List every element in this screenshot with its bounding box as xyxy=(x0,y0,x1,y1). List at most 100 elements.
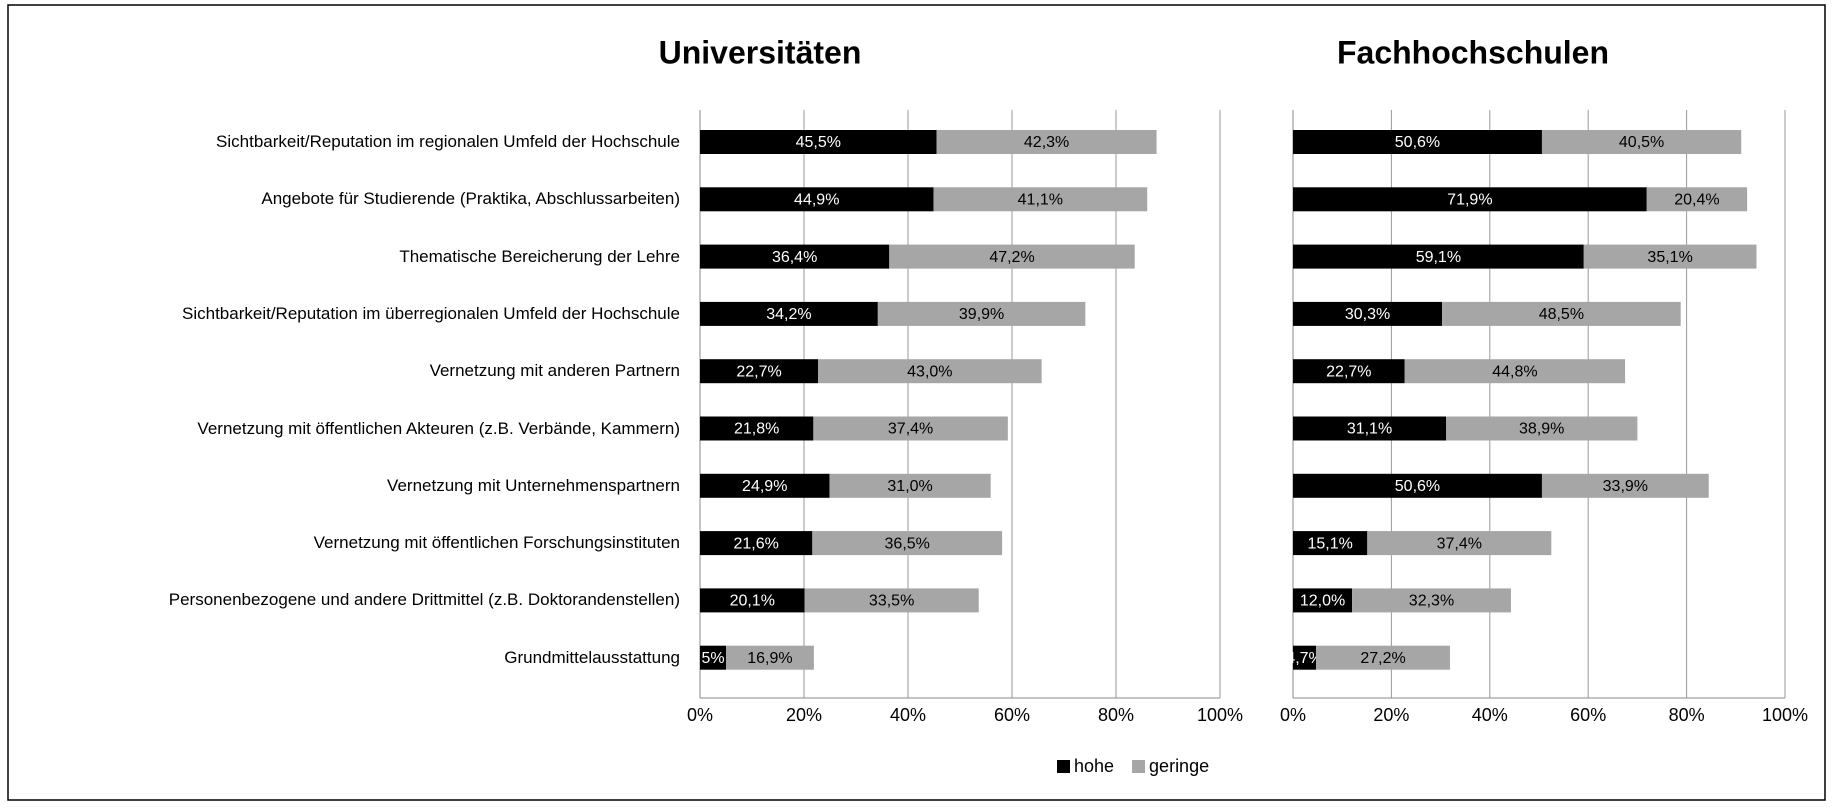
data-label: 33,9% xyxy=(1603,478,1648,495)
bar-segment xyxy=(700,588,805,613)
data-label: 36,5% xyxy=(885,535,930,552)
legend-swatch xyxy=(1057,760,1070,773)
data-label: 50,6% xyxy=(1395,134,1440,151)
bar-segment xyxy=(1293,416,1447,441)
data-label: 38,9% xyxy=(1519,421,1564,438)
x-tick-label: 100% xyxy=(1197,705,1243,725)
x-tick-label: 100% xyxy=(1762,705,1808,725)
data-label: 42,3% xyxy=(1024,134,1069,151)
bar-segment xyxy=(700,130,937,154)
category-label: Vernetzung mit anderen Partnern xyxy=(429,361,680,381)
data-label: 5% xyxy=(701,650,724,667)
bar-segment xyxy=(1446,416,1638,441)
data-label: 21,8% xyxy=(734,421,779,438)
bar-segment xyxy=(1293,301,1443,326)
data-label: 43,0% xyxy=(907,363,952,380)
bar-segment xyxy=(1293,473,1542,498)
bar-segment xyxy=(829,473,991,498)
data-label: 31,0% xyxy=(887,478,932,495)
frame xyxy=(7,4,1826,801)
legend-swatch xyxy=(1132,760,1146,773)
data-label: 39,9% xyxy=(959,306,1004,323)
bar-segment xyxy=(700,473,830,498)
legend-label: geringe xyxy=(1149,756,1209,776)
bar-segment xyxy=(726,645,814,670)
x-tick-label: 80% xyxy=(1098,705,1134,725)
x-tick-label: 60% xyxy=(1570,705,1606,725)
data-label: 41,1% xyxy=(1018,192,1063,209)
data-label: 44,8% xyxy=(1492,363,1537,380)
data-label: 45,5% xyxy=(796,134,841,151)
data-label: 30,3% xyxy=(1345,306,1390,323)
bar-segment xyxy=(700,645,726,670)
bar-segment xyxy=(804,588,979,613)
data-label: 31,1% xyxy=(1347,421,1392,438)
x-tick-label: 40% xyxy=(1472,705,1508,725)
bar-segment xyxy=(1404,359,1626,384)
bar-segment xyxy=(1352,588,1511,613)
bar-segment xyxy=(1293,588,1353,613)
data-label: 37,4% xyxy=(1437,535,1482,552)
category-label: Sichtbarkeit/Reputation im überregionale… xyxy=(182,303,680,323)
data-label: 22,7% xyxy=(736,363,781,380)
bar-segment xyxy=(812,531,1003,556)
category-label: Grundmittelausstattung xyxy=(504,647,680,667)
data-label: 48,5% xyxy=(1539,306,1584,323)
data-label: 47,2% xyxy=(989,249,1034,266)
x-tick-label: 20% xyxy=(786,705,822,725)
bar-segment xyxy=(1646,187,1748,212)
bar-segment xyxy=(1583,244,1757,269)
chart-title: Universitäten xyxy=(659,34,862,70)
data-label: 12,0% xyxy=(1300,593,1345,610)
bar-segment xyxy=(936,130,1157,154)
data-label: 35,1% xyxy=(1647,249,1692,266)
x-tick-label: 80% xyxy=(1669,705,1705,725)
bar-segment xyxy=(700,359,819,384)
category-label: Vernetzung mit öffentlichen Akteuren (z.… xyxy=(197,418,680,438)
bar-segment xyxy=(1293,187,1647,212)
data-label: 34,2% xyxy=(766,306,811,323)
data-label: 32,3% xyxy=(1409,593,1454,610)
bar-segment xyxy=(700,531,813,556)
bar-segment xyxy=(813,416,1008,441)
data-label: 36,4% xyxy=(772,249,817,266)
bar-segment xyxy=(1367,531,1552,556)
category-label: Personenbezogene und andere Drittmittel … xyxy=(168,590,680,610)
bar-segment xyxy=(889,244,1135,269)
data-label: 15,1% xyxy=(1307,535,1352,552)
data-label: 44,9% xyxy=(794,192,839,209)
data-label: 33,5% xyxy=(869,593,914,610)
data-label: 21,6% xyxy=(733,535,778,552)
data-label: 22,7% xyxy=(1326,363,1371,380)
bar-segment xyxy=(1541,473,1709,498)
bar-segment xyxy=(1442,301,1681,326)
data-label: 40,5% xyxy=(1619,134,1664,151)
data-label: 50,6% xyxy=(1395,478,1440,495)
bar-segment xyxy=(1293,359,1405,384)
data-label: 27,2% xyxy=(1360,650,1405,667)
bar-segment xyxy=(1293,531,1368,556)
legend-label: hohe xyxy=(1074,756,1114,776)
chart-title: Fachhochschulen xyxy=(1337,34,1609,70)
x-tick-label: 60% xyxy=(994,705,1030,725)
category-label: Sichtbarkeit/Reputation im regionalen Um… xyxy=(216,132,680,151)
bar-segment xyxy=(700,416,814,441)
bar-segment xyxy=(818,359,1042,384)
data-label: 71,9% xyxy=(1447,192,1492,209)
bar-segment xyxy=(1293,645,1317,670)
data-label: 59,1% xyxy=(1416,249,1461,266)
data-label: 20,1% xyxy=(730,593,775,610)
x-tick-label: 40% xyxy=(890,705,926,725)
category-label: Thematische Bereicherung der Lehre xyxy=(399,246,680,266)
bar-segment xyxy=(933,187,1148,212)
data-label: 24,9% xyxy=(742,478,787,495)
bar-segment xyxy=(700,301,878,326)
bar-segment xyxy=(700,244,890,269)
x-tick-label: 20% xyxy=(1373,705,1409,725)
category-label: Vernetzung mit öffentlichen Forschungsin… xyxy=(313,533,680,553)
data-label: 4,7% xyxy=(1286,650,1322,667)
bar-segment xyxy=(1293,130,1542,154)
category-label: Angebote für Studierende (Praktika, Absc… xyxy=(261,189,680,209)
